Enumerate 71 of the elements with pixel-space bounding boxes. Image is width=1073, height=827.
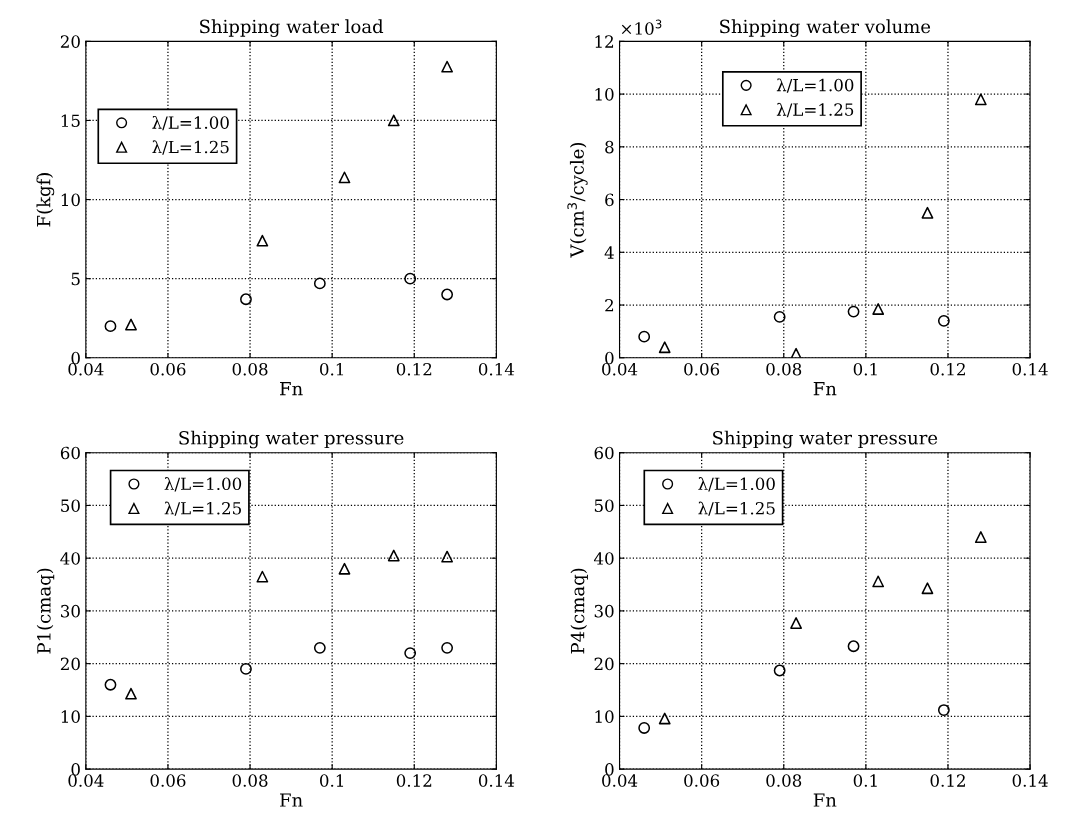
x-tick-label: 0.08 <box>766 362 802 376</box>
x-tick-label: 0.06 <box>150 774 186 787</box>
y-tick-label: 0 <box>605 763 614 776</box>
y-tick-label: 2 <box>605 298 614 312</box>
y-axis-title: F(kgf) <box>36 173 55 227</box>
legend-label: λ/L=1.25 <box>776 102 854 118</box>
chart-title: Shipping water volume <box>720 19 931 38</box>
y-tick-label: 10 <box>61 710 80 723</box>
x-axis-title: Fn <box>280 382 303 396</box>
x-tick-label: 0.12 <box>930 774 965 787</box>
x-tick-label: 0.06 <box>150 362 186 376</box>
y-tick-label: 5 <box>71 272 80 286</box>
y-tick-label: 50 <box>594 499 614 512</box>
y-tick-label: 10 <box>61 193 80 207</box>
y-tick-label: 60 <box>60 446 80 460</box>
x-tick-label: 0.1 <box>853 774 877 787</box>
x-axis-title: Fn <box>813 793 837 807</box>
x-tick-label: 0.14 <box>478 362 515 376</box>
x-tick-label: 0.12 <box>930 362 965 376</box>
x-tick-label: 0.04 <box>68 774 104 787</box>
legend-label: λ/L=1.00 <box>164 477 242 492</box>
y-tick-label: 15 <box>61 114 80 128</box>
legend-label: λ/L=1.00 <box>698 477 775 492</box>
y-tick-label: 10 <box>595 88 614 101</box>
legend-label: λ/L=1.00 <box>776 78 854 93</box>
x-tick-label: 0.14 <box>1012 774 1048 787</box>
y-tick-label: 0 <box>605 351 614 365</box>
y-tick-label: 12 <box>595 35 614 48</box>
y-tick-label: 20 <box>60 35 80 48</box>
y-tick-label: 30 <box>61 604 80 618</box>
y-tick-label: 8 <box>605 140 614 154</box>
x-tick-label: 0.08 <box>232 362 268 376</box>
y-axis-title: P1(cmaq) <box>36 568 55 654</box>
x-tick-label: 0.14 <box>1012 362 1048 376</box>
x-tick-label: 0.04 <box>602 774 638 787</box>
text: ×10$^{3}$ <box>621 19 662 35</box>
y-tick-label: 0 <box>71 763 80 776</box>
chart-title: Shipping water pressure <box>179 430 404 449</box>
x-axis-title: Fn <box>813 382 837 396</box>
x-tick-label: 0.06 <box>684 362 720 376</box>
y-tick-label: 40 <box>593 552 614 565</box>
y-tick-label: 20 <box>594 657 614 671</box>
x-axis-title: Fn <box>280 793 303 807</box>
x-tick-label: 0.04 <box>68 362 104 376</box>
y-tick-label: 6 <box>605 193 614 207</box>
y-tick-label: 50 <box>61 499 80 512</box>
legend-label: λ/L=1.25 <box>164 501 241 516</box>
x-tick-label: 0.06 <box>684 774 720 787</box>
y-tick-label: 60 <box>594 446 614 460</box>
y-tick-label: 10 <box>595 710 614 723</box>
x-tick-label: 0.12 <box>396 362 432 376</box>
y-tick-label: 20 <box>60 657 80 671</box>
x-tick-label: 0.08 <box>766 774 802 787</box>
x-tick-label: 0.12 <box>396 774 432 787</box>
x-tick-label: 0.1 <box>320 774 344 787</box>
x-tick-label: 0.1 <box>853 362 877 376</box>
legend-label: λ/L=1.25 <box>152 140 229 155</box>
chart-title: Shipping water pressure <box>713 430 938 449</box>
y-axis-title: P4(cmaq) <box>570 568 588 654</box>
y-tick-label: 0 <box>71 351 80 365</box>
y-tick-label: 30 <box>594 604 614 618</box>
x-tick-label: 0.1 <box>320 362 344 376</box>
legend-label: λ/L=1.00 <box>152 115 229 131</box>
x-tick-label: 0.04 <box>602 362 638 376</box>
y-tick-label: 40 <box>60 552 80 565</box>
chart-title: Shipping water load <box>200 19 384 38</box>
x-tick-label: 0.14 <box>478 774 515 787</box>
y-axis-title: V(cm$^{3}$/cycle) <box>567 143 588 258</box>
x-tick-label: 0.08 <box>232 774 268 787</box>
legend-label: λ/L=1.25 <box>698 501 775 516</box>
y-tick-label: 4 <box>604 246 614 259</box>
